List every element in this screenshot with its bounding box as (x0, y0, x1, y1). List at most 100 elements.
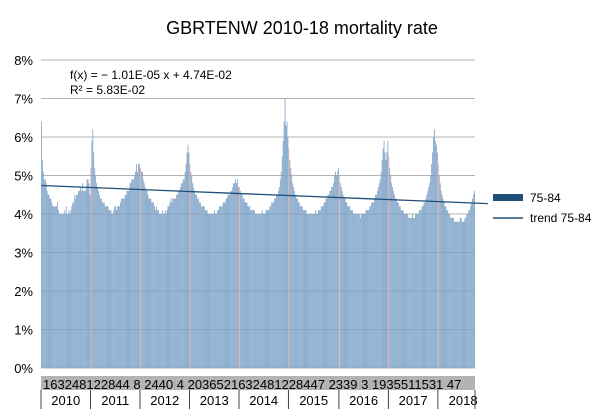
bar (134, 175, 136, 368)
bar (306, 214, 308, 368)
bar (374, 198, 375, 368)
bar (172, 198, 174, 368)
bar (120, 198, 122, 368)
bar (242, 198, 244, 368)
bar (338, 175, 340, 368)
bar (455, 221, 456, 368)
bar (224, 202, 226, 368)
bar (383, 140, 385, 368)
bar (220, 206, 222, 368)
bar (441, 194, 443, 368)
bar (471, 202, 473, 368)
bar (468, 210, 470, 368)
bar (341, 190, 343, 368)
bar (396, 198, 397, 368)
bar (280, 171, 282, 368)
bar (287, 137, 289, 368)
bar (83, 190, 85, 368)
bar (228, 194, 230, 368)
bar (96, 183, 98, 368)
bar (215, 214, 216, 368)
bar (296, 198, 297, 368)
bar (435, 144, 437, 368)
bar (394, 194, 395, 368)
bar (448, 214, 450, 368)
bar (301, 206, 303, 368)
bar (41, 121, 42, 368)
bar (288, 148, 290, 368)
bar (431, 163, 433, 368)
bar (69, 214, 71, 368)
bar (404, 214, 406, 368)
bar (414, 217, 415, 368)
bar (454, 221, 455, 368)
bar (42, 171, 44, 368)
bar (153, 202, 155, 368)
bar (118, 206, 119, 368)
bar (453, 217, 454, 368)
bar (277, 190, 279, 368)
bar (344, 198, 346, 368)
bar (255, 214, 256, 368)
bar (391, 183, 393, 368)
bar (335, 171, 336, 368)
bar (49, 198, 51, 368)
bar (447, 210, 449, 368)
bar (196, 194, 197, 368)
bar (142, 179, 144, 368)
bar (43, 179, 45, 368)
bar (254, 210, 256, 368)
bar (58, 210, 59, 368)
bar (157, 210, 158, 368)
bar (369, 206, 371, 368)
bar (283, 121, 285, 368)
bar (232, 187, 234, 368)
bar (239, 190, 241, 368)
bar (57, 202, 58, 368)
bar (370, 206, 372, 368)
bar (410, 217, 412, 368)
bar (198, 198, 199, 368)
bar (103, 202, 105, 368)
bar (449, 214, 451, 368)
bar (65, 206, 67, 368)
bar (97, 187, 98, 368)
bar (109, 210, 111, 368)
bar (76, 194, 78, 368)
bar (294, 190, 295, 368)
bar (191, 175, 193, 368)
bar (207, 214, 209, 368)
bar (198, 202, 200, 368)
bar (336, 175, 337, 368)
bar (284, 98, 286, 368)
bar (297, 198, 298, 368)
bar (373, 202, 374, 368)
bar (61, 214, 63, 368)
bar (384, 152, 386, 368)
x-axis-band (41, 376, 475, 390)
bar (192, 183, 194, 368)
bar (147, 194, 149, 368)
bar (304, 210, 306, 368)
bar (177, 194, 178, 368)
y-tick-label: 7% (14, 92, 33, 107)
bar (330, 190, 332, 368)
bar (205, 210, 207, 368)
bar (245, 202, 247, 368)
bar (417, 214, 419, 368)
bar (175, 198, 177, 368)
bar (41, 160, 43, 368)
bar (206, 210, 208, 368)
bar (54, 206, 56, 368)
bar (382, 148, 384, 368)
bar (119, 202, 121, 368)
bar (293, 187, 295, 368)
bar (331, 187, 333, 368)
bar (151, 202, 153, 368)
bar (333, 183, 334, 368)
bar (358, 214, 360, 368)
bar (310, 214, 312, 368)
bar (464, 217, 466, 368)
bar (421, 206, 423, 368)
bar (233, 183, 235, 368)
